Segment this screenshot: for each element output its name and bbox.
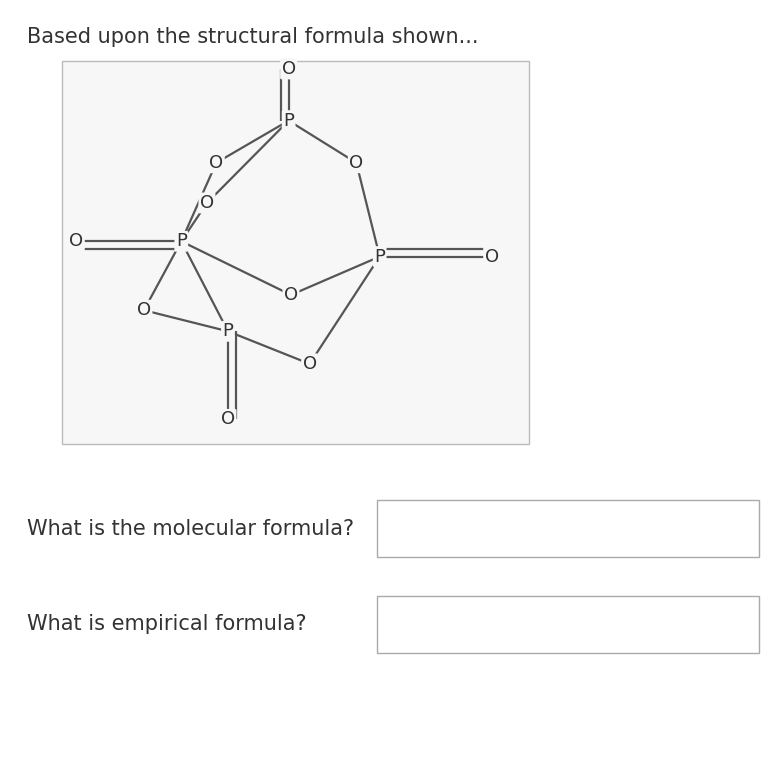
Text: What is empirical formula?: What is empirical formula? bbox=[27, 614, 307, 634]
Text: What is the molecular formula?: What is the molecular formula? bbox=[27, 519, 354, 538]
Text: P: P bbox=[283, 112, 294, 129]
Text: O: O bbox=[69, 232, 83, 250]
Text: O: O bbox=[485, 247, 499, 266]
Text: O: O bbox=[303, 355, 317, 373]
Text: O: O bbox=[284, 286, 298, 304]
Text: O: O bbox=[221, 411, 235, 428]
Bar bbox=[62, 61, 529, 444]
Text: Based upon the structural formula shown...: Based upon the structural formula shown.… bbox=[27, 27, 478, 47]
Text: O: O bbox=[349, 154, 363, 172]
Text: P: P bbox=[374, 247, 385, 266]
Bar bbox=[377, 499, 759, 558]
Text: O: O bbox=[200, 194, 214, 212]
Text: O: O bbox=[137, 301, 151, 319]
Text: O: O bbox=[209, 154, 223, 172]
Text: P: P bbox=[223, 322, 233, 340]
Text: P: P bbox=[176, 232, 187, 250]
Bar bbox=[377, 596, 759, 653]
Text: O: O bbox=[282, 60, 296, 78]
